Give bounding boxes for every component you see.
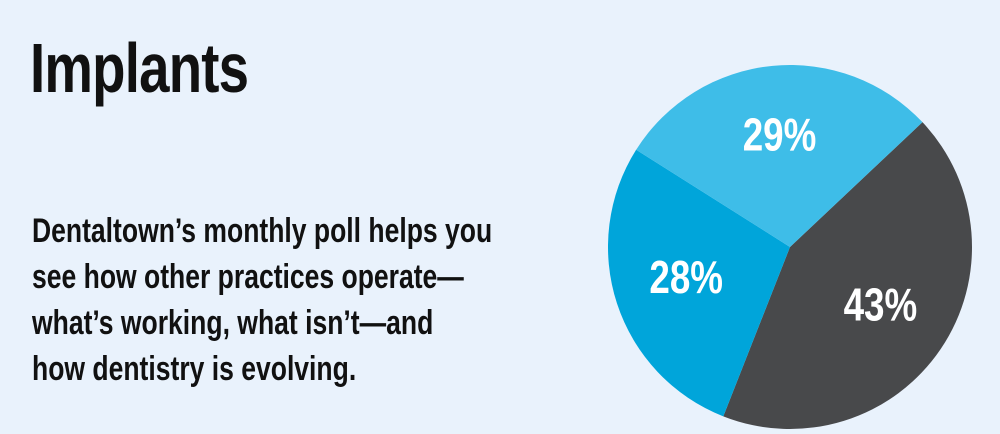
slice-label: 43%	[844, 278, 918, 330]
pie-slice	[636, 64, 923, 247]
description-line: what’s working, what isn’t—and	[32, 304, 434, 342]
description-line: Dentaltown’s monthly poll helps you	[32, 212, 493, 250]
description: Dentaltown’s monthly poll helps you see h…	[32, 208, 492, 392]
pie-slice	[608, 149, 790, 417]
pie-slice	[723, 122, 972, 429]
slice-label: 29%	[743, 108, 817, 160]
chart-title: Implants	[30, 29, 249, 107]
description-line: how dentistry is evolving.	[32, 350, 357, 388]
slice-label: 28%	[649, 251, 723, 303]
description-line: see how other practices operate—	[32, 258, 464, 296]
